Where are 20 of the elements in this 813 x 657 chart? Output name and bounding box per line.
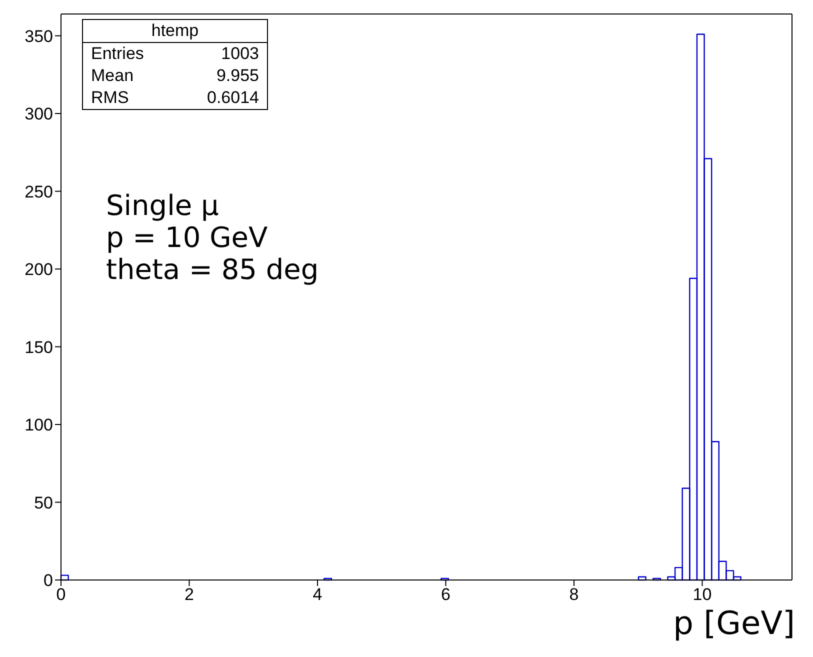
y-tick-label: 300 [24, 104, 53, 124]
x-axis-title: p [GeV] [673, 604, 795, 642]
y-tick-label: 250 [24, 182, 53, 202]
x-tick-label: 0 [56, 585, 66, 604]
y-tick-label: 350 [24, 26, 53, 46]
x-tick-label: 4 [312, 585, 322, 604]
annotation: theta = 85 deg [106, 253, 319, 286]
x-tick-label: 10 [692, 585, 712, 604]
x-tick-label: 2 [184, 585, 194, 604]
annotation: htemp [83, 20, 267, 43]
y-tick-label: 0 [44, 571, 53, 590]
x-tick-label: 6 [441, 585, 450, 604]
x-tick-label: 8 [569, 585, 579, 604]
y-tick-label: 50 [34, 493, 53, 512]
y-tick-label: 150 [24, 338, 53, 357]
annotation: p = 10 GeV [106, 221, 269, 254]
y-tick-label: 100 [24, 416, 53, 435]
y-tick-label: 200 [24, 260, 53, 280]
stats-box: htemp Entries 1003 Mean 9.955 RMS 0.6014 [82, 19, 268, 110]
annotation: Single μ [106, 189, 220, 222]
